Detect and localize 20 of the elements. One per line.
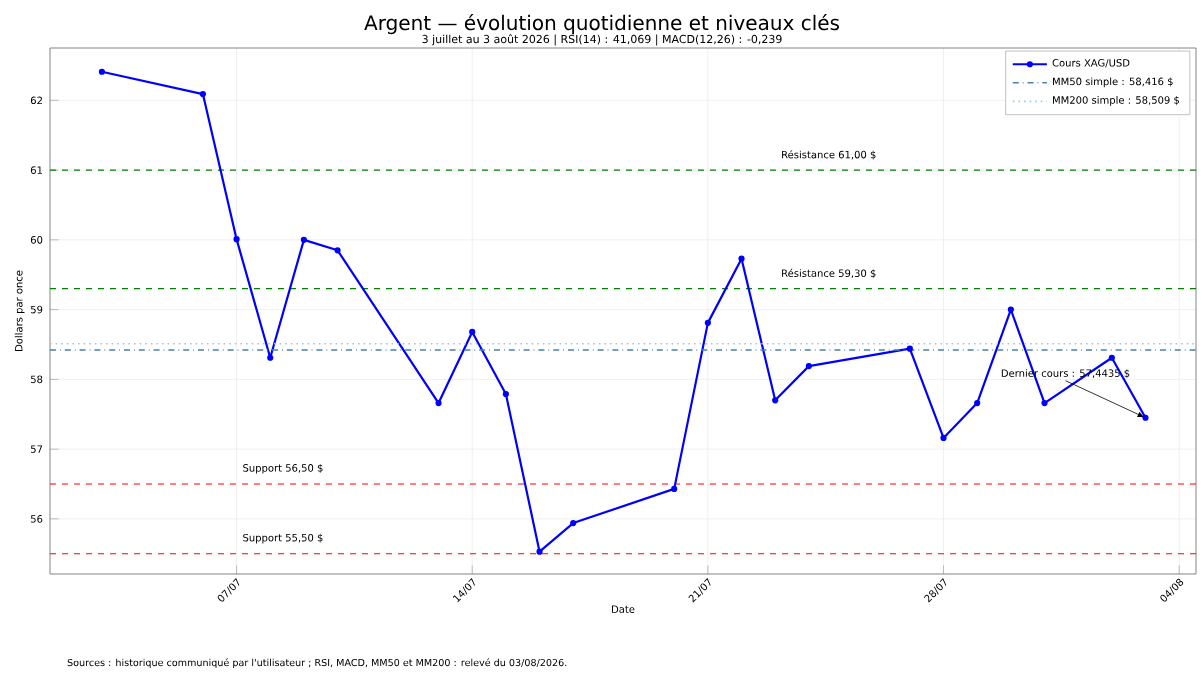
point [1007, 306, 1014, 313]
point [469, 328, 476, 336]
point [906, 345, 913, 352]
point [502, 390, 509, 398]
point [98, 68, 106, 75]
point [671, 485, 678, 492]
point [570, 519, 577, 527]
point [772, 397, 779, 404]
point [704, 319, 711, 326]
chart-title: Argent — évolution quotidienne et niveaux clés [364, 14, 840, 35]
point [974, 399, 981, 407]
point [805, 363, 812, 370]
point [267, 354, 274, 361]
point [536, 548, 543, 555]
point [940, 434, 947, 442]
point [1108, 354, 1115, 361]
point [1142, 414, 1149, 421]
point [233, 236, 240, 243]
point [199, 90, 206, 98]
point [300, 236, 307, 243]
